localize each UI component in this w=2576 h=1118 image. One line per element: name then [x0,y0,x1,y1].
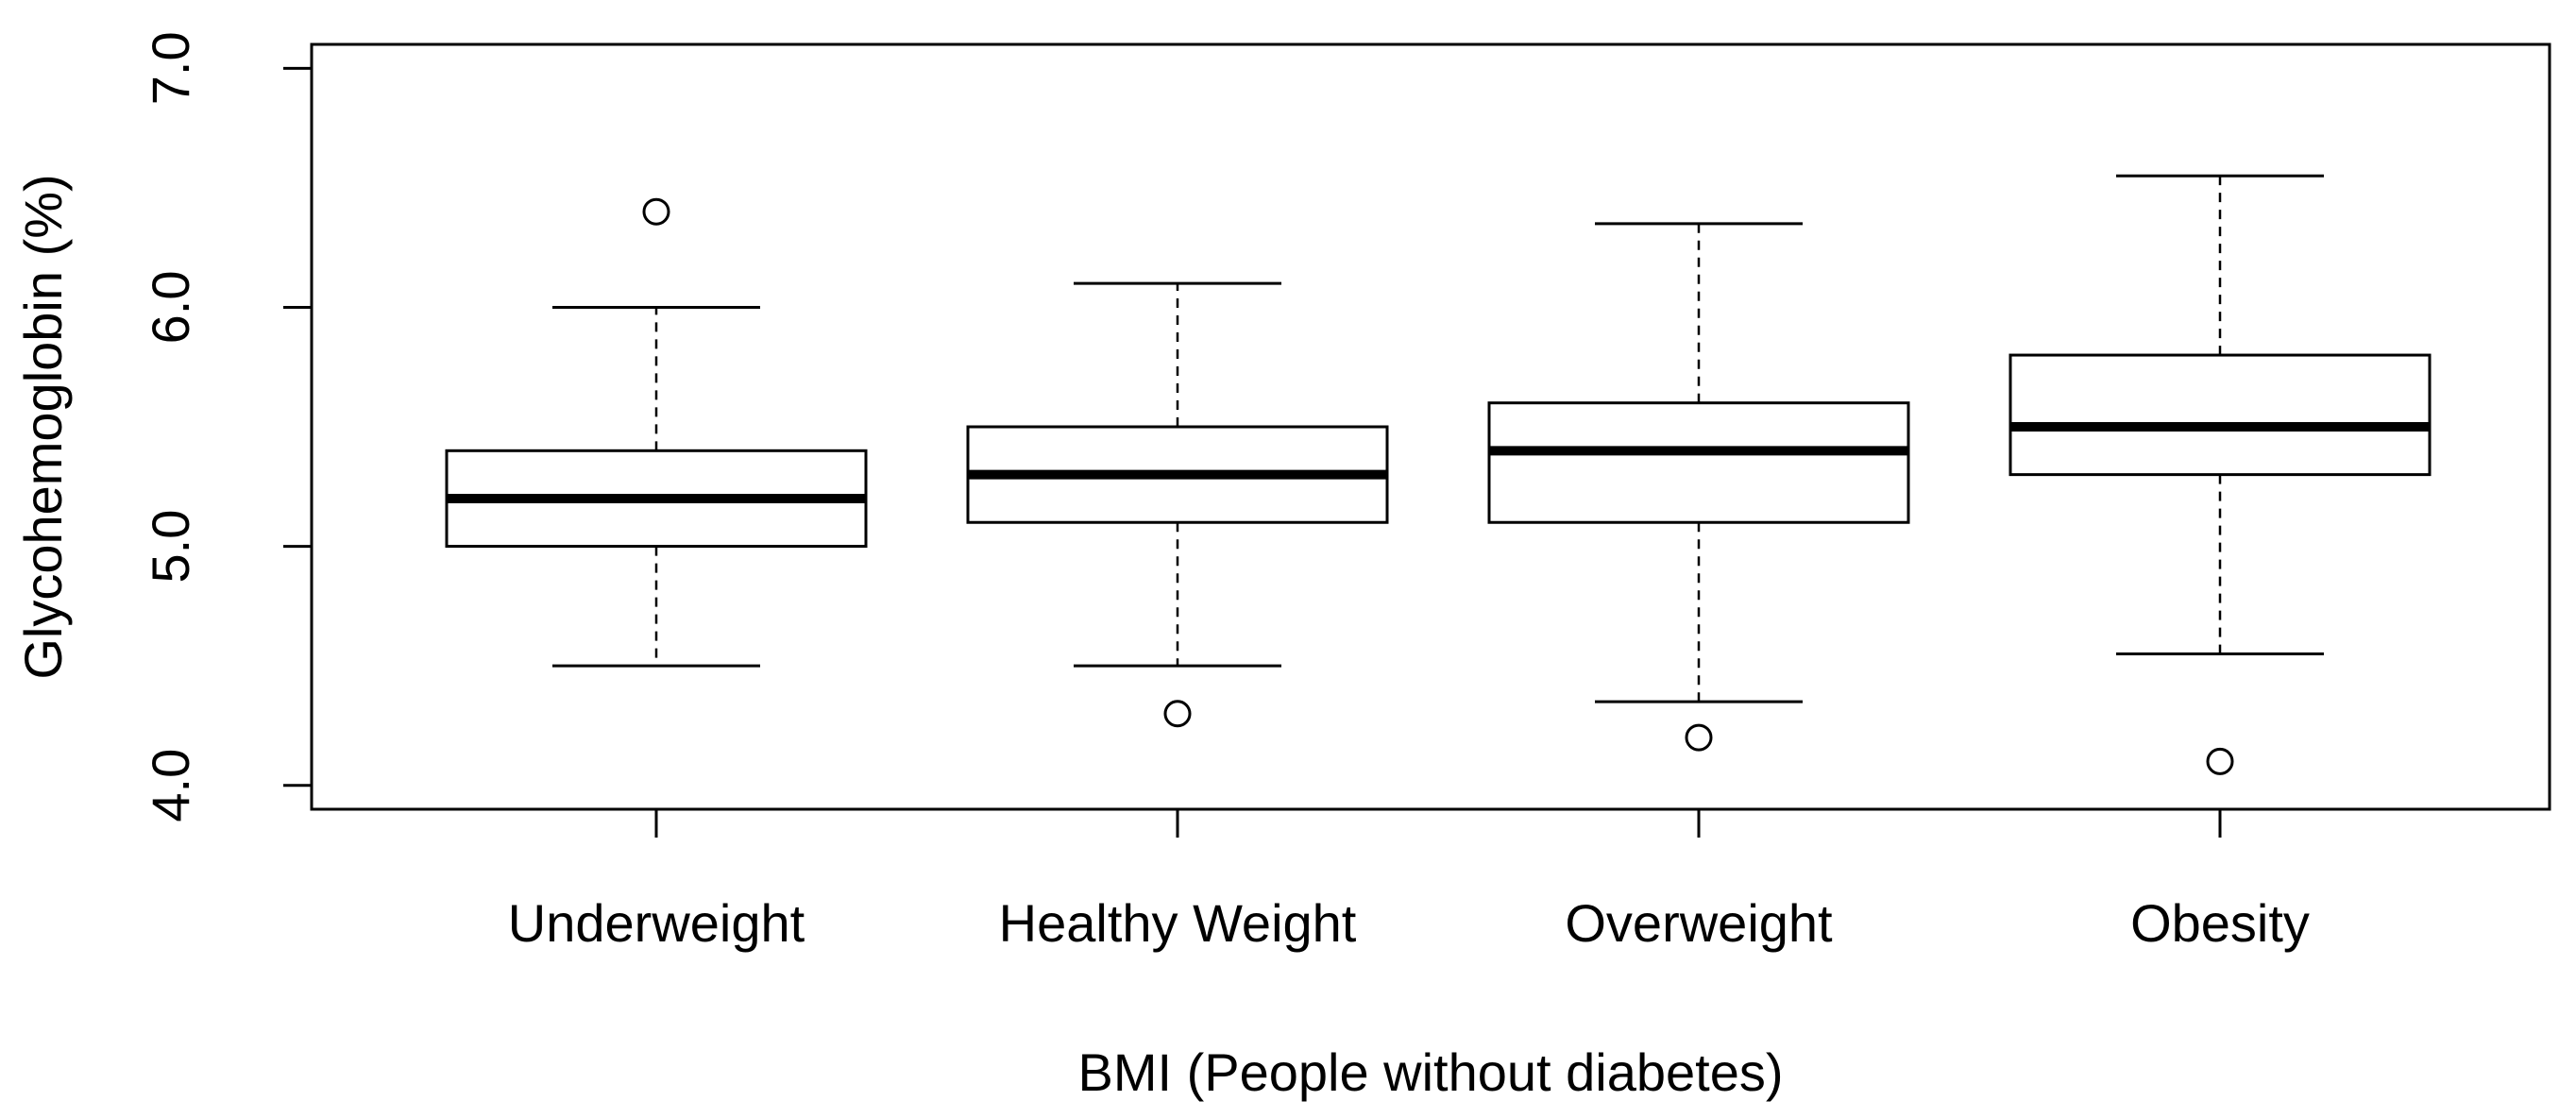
y-tick-label: 7.0 [141,31,200,105]
outlier-point [1163,700,1192,728]
box-underweight [445,197,868,668]
x-tick-label: Obesity [2130,893,2310,953]
x-tick-label: Healthy Weight [999,893,1357,953]
box-obesity [2008,174,2432,775]
y-axis: 4.0 5.0 6.0 7.0 [141,31,314,822]
box-series [445,174,2432,775]
outlier-point [642,197,670,226]
outlier-point [1685,723,1713,752]
outlier-point [2206,747,2234,775]
y-tick-label: 4.0 [141,749,200,822]
x-axis-title: BMI (People without diabetes) [1077,1042,1783,1102]
iqr-box [2008,353,2432,477]
y-tick-label: 6.0 [141,271,200,345]
x-axis: Underweight Healthy Weight Overweight Obesi… [508,807,2310,953]
x-tick-label: Overweight [1565,893,1833,953]
iqr-box [1487,401,1910,524]
x-tick-label: Underweight [508,893,805,953]
box-overweight [1487,222,1910,752]
box-healthy-weight [966,281,1389,728]
y-tick-label: 5.0 [141,510,200,584]
y-axis-title: Glycohemoglobin (%) [13,174,73,679]
